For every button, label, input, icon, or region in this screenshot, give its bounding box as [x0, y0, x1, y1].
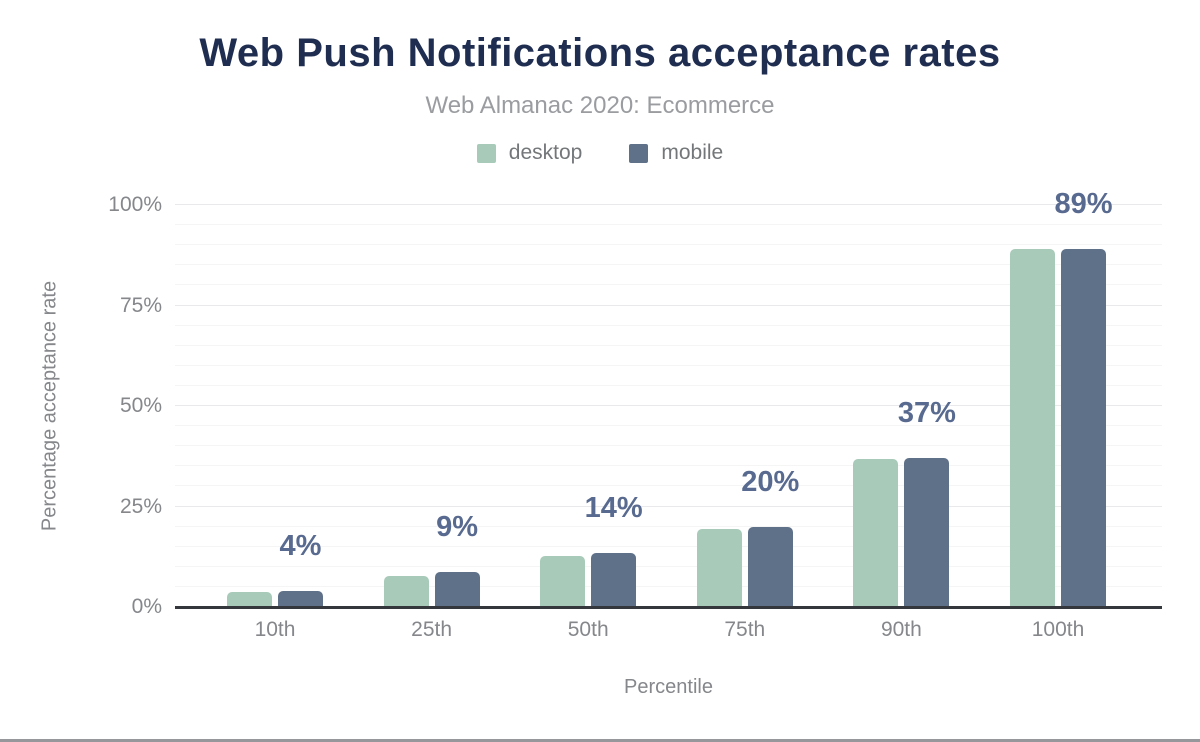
bar-desktop-50th[interactable]: [540, 555, 586, 607]
y-tick-label: 100%: [108, 193, 162, 216]
bar-desktop-75th[interactable]: [696, 529, 742, 607]
x-tick-label: 25th: [411, 618, 453, 641]
y-tick-label: 75%: [119, 293, 162, 317]
bar-value-label: 37%: [897, 397, 956, 430]
legend-item-mobile: mobile: [629, 141, 723, 165]
gridline: [175, 304, 1162, 306]
y-tick-label: 0%: [131, 595, 162, 618]
gridline: [175, 364, 1162, 366]
legend: desktop mobile: [0, 141, 1200, 165]
gridline: [175, 264, 1162, 266]
bar-mobile-90th[interactable]: [904, 458, 950, 607]
gridline: [175, 465, 1162, 467]
legend-label: desktop: [508, 141, 583, 164]
gridline: [175, 244, 1162, 246]
x-tick-label: 10th: [254, 618, 296, 641]
y-tick-label: 25%: [119, 494, 162, 518]
bar-mobile-50th[interactable]: [591, 552, 637, 607]
bar-desktop-100th[interactable]: [1010, 249, 1055, 607]
legend-label: mobile: [661, 141, 724, 164]
bar-mobile-25th[interactable]: [434, 572, 480, 607]
bar-mobile-75th[interactable]: [747, 527, 793, 607]
legend-swatch-mobile: [629, 143, 649, 163]
bar-value-label: 89%: [1054, 188, 1113, 221]
gridline: [175, 505, 1162, 507]
x-tick-label: 100th: [1031, 618, 1085, 641]
gridline: [175, 204, 1162, 205]
bar-mobile-100th[interactable]: [1061, 249, 1106, 607]
plot-area: 4% 9% 14% 20% 37% 89%: [175, 190, 1162, 609]
gridline: [175, 485, 1162, 487]
legend-swatch-desktop: [476, 143, 496, 163]
gridline: [175, 445, 1162, 447]
gridline: [175, 425, 1162, 427]
bar-desktop-90th[interactable]: [853, 458, 899, 607]
gridline: [175, 344, 1162, 346]
x-tick-label: 50th: [567, 618, 609, 641]
gridline: [175, 525, 1162, 527]
gridline: [175, 224, 1162, 226]
x-tick-label: 90th: [880, 618, 922, 641]
gridline: [175, 565, 1162, 567]
x-tick-label: 75th: [724, 618, 766, 641]
legend-item-desktop: desktop: [476, 141, 583, 165]
chart-title: Web Push Notifications acceptance rates: [199, 31, 1001, 75]
gridline: [175, 324, 1162, 326]
gridline: [175, 585, 1162, 587]
x-axis-title: Percentile: [624, 676, 713, 698]
x-axis-line: [175, 606, 1162, 609]
bar-value-label: 4%: [279, 529, 322, 562]
chart-subtitle: Web Almanac 2020: Ecommerce: [425, 92, 775, 119]
bar-value-label: 14%: [584, 491, 643, 524]
gridline: [175, 545, 1162, 547]
y-tick-label: 50%: [119, 394, 162, 417]
gridline: [175, 284, 1162, 286]
gridline: [175, 405, 1162, 406]
bar-desktop-10th[interactable]: [227, 592, 272, 607]
bar-mobile-10th[interactable]: [278, 590, 323, 607]
bar-value-label: 20%: [741, 466, 800, 499]
bar-value-label: 9%: [436, 511, 479, 544]
bottom-border: [0, 739, 1200, 742]
gridline: [175, 384, 1162, 386]
bar-desktop-25th[interactable]: [383, 576, 429, 607]
